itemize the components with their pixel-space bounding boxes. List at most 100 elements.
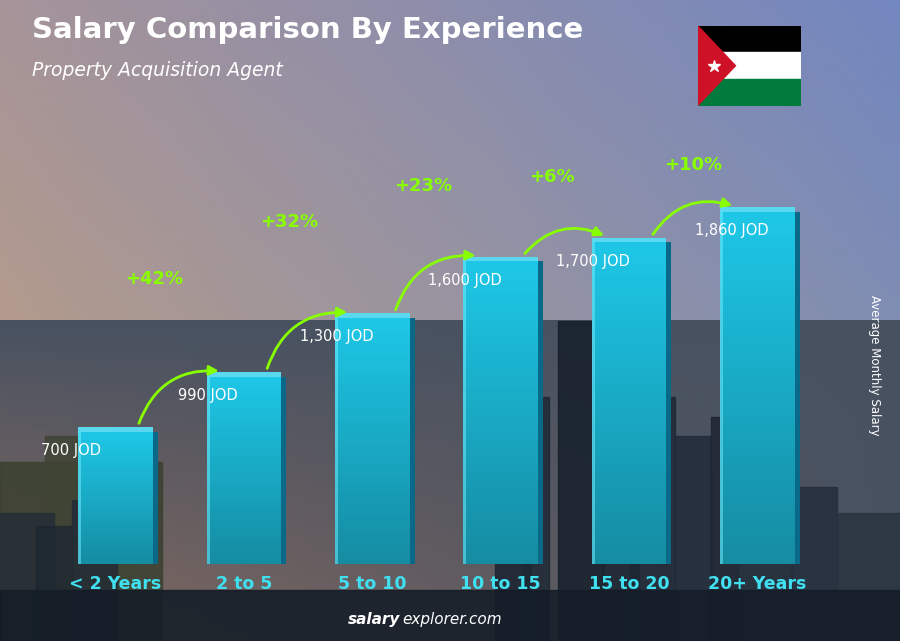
Bar	[335, 371, 410, 376]
Bar	[335, 474, 410, 478]
Bar	[335, 556, 410, 560]
Bar	[464, 322, 538, 327]
Bar	[464, 443, 538, 448]
Bar	[335, 367, 410, 371]
Bar	[720, 400, 795, 406]
Text: Salary Comparison By Experience: Salary Comparison By Experience	[32, 16, 583, 44]
Text: 1,600 JOD: 1,600 JOD	[428, 272, 501, 288]
Bar	[837, 513, 900, 641]
Bar	[592, 328, 666, 333]
Bar	[720, 505, 795, 512]
Bar	[36, 526, 72, 641]
Bar	[335, 429, 410, 433]
Text: +23%: +23%	[394, 177, 453, 195]
Bar	[720, 253, 795, 259]
Bar	[720, 412, 795, 417]
Bar	[698, 53, 801, 79]
Bar	[592, 435, 666, 441]
Bar	[720, 207, 795, 212]
Bar	[464, 549, 538, 554]
Bar	[207, 395, 281, 399]
Bar	[78, 465, 153, 467]
Bar	[207, 389, 281, 392]
Bar	[464, 499, 538, 504]
Bar	[592, 280, 666, 285]
Bar	[592, 360, 666, 365]
Bar	[335, 318, 410, 322]
Bar	[78, 558, 153, 560]
Bar	[78, 487, 153, 489]
Bar	[464, 372, 538, 378]
Text: +42%: +42%	[125, 270, 184, 288]
Bar	[335, 519, 410, 523]
Text: +6%: +6%	[529, 167, 575, 186]
Bar	[592, 339, 666, 344]
Text: explorer.com: explorer.com	[402, 612, 502, 627]
Bar	[335, 326, 410, 330]
Bar	[464, 534, 538, 539]
Bar	[464, 392, 538, 397]
Bar	[720, 312, 795, 318]
Text: 1,300 JOD: 1,300 JOD	[300, 329, 373, 344]
Bar	[464, 403, 538, 408]
Bar	[592, 317, 666, 323]
Bar	[207, 417, 281, 420]
Bar	[78, 551, 153, 553]
Bar	[207, 533, 281, 536]
Bar	[720, 212, 724, 564]
Bar	[78, 471, 153, 474]
Bar	[78, 434, 153, 436]
Bar	[335, 392, 410, 396]
Bar	[464, 423, 538, 428]
Bar	[720, 277, 795, 283]
Bar	[207, 539, 281, 542]
Bar	[592, 430, 666, 435]
Bar	[464, 448, 538, 453]
Bar	[78, 476, 153, 478]
Bar	[207, 420, 281, 424]
Bar	[335, 449, 410, 453]
Bar	[335, 515, 410, 519]
Bar	[720, 224, 795, 229]
Bar	[207, 499, 281, 502]
Bar	[335, 347, 410, 351]
Bar	[78, 438, 153, 440]
Bar	[720, 353, 795, 359]
Bar	[464, 276, 538, 281]
Text: 990 JOD: 990 JOD	[178, 388, 238, 403]
Bar	[592, 526, 666, 532]
Bar	[464, 554, 538, 559]
Text: 1,860 JOD: 1,860 JOD	[695, 224, 769, 238]
Bar	[720, 335, 795, 341]
Bar	[207, 402, 281, 405]
Bar	[78, 449, 153, 451]
Bar	[335, 400, 410, 404]
Bar	[207, 483, 281, 486]
Bar	[335, 437, 410, 441]
Bar	[335, 547, 410, 552]
Bar	[207, 558, 281, 561]
Bar	[720, 218, 795, 224]
Bar	[335, 376, 410, 379]
Bar	[78, 467, 153, 469]
Bar	[78, 518, 153, 520]
Bar	[78, 535, 153, 538]
Bar	[335, 470, 410, 474]
Bar	[207, 545, 281, 549]
Bar	[464, 494, 538, 499]
Bar	[335, 499, 410, 503]
Bar	[592, 457, 666, 462]
Bar	[592, 355, 666, 360]
Bar	[592, 489, 666, 494]
Bar	[207, 514, 281, 517]
Bar	[464, 519, 538, 524]
Bar	[207, 511, 281, 514]
Bar	[78, 531, 153, 533]
Bar	[720, 476, 795, 482]
Bar	[207, 424, 281, 427]
Bar	[464, 281, 538, 287]
Bar	[495, 372, 531, 641]
Bar	[720, 429, 795, 435]
Bar	[464, 529, 538, 534]
Bar	[335, 527, 410, 531]
